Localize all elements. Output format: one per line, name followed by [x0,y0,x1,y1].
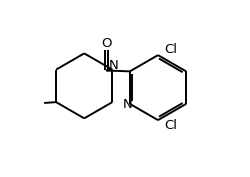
Text: N: N [108,59,118,72]
Text: O: O [100,37,111,50]
Text: Cl: Cl [163,43,176,56]
Text: Cl: Cl [163,119,176,132]
Text: N: N [122,98,132,111]
